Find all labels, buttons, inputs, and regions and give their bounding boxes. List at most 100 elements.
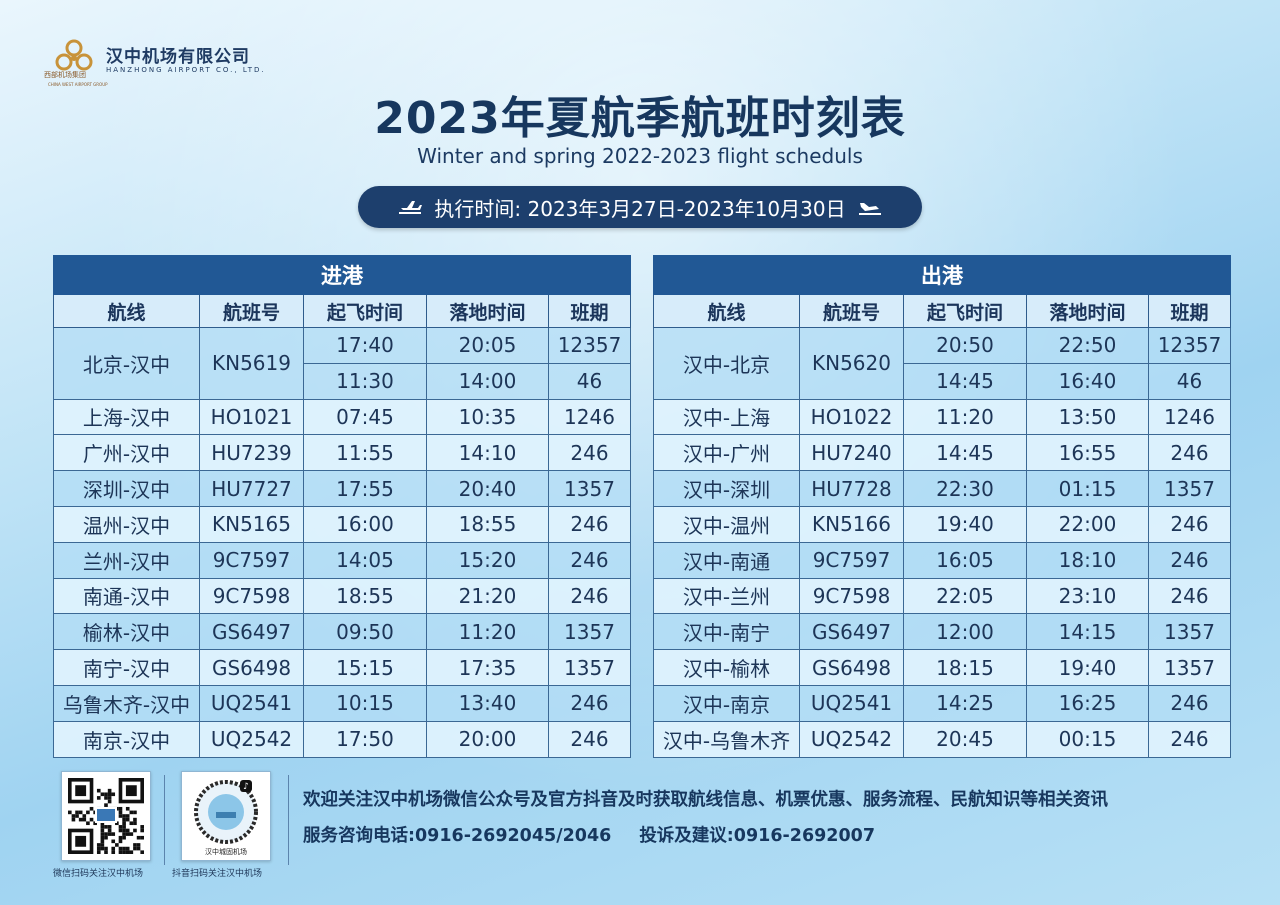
arrival-time-cell: 13:40	[426, 684, 549, 722]
service-phone: 服务咨询电话:0916-2692045/2046	[303, 826, 612, 846]
days-cell: 246	[1148, 720, 1231, 758]
days-cell: 1246	[1148, 398, 1231, 436]
table-row: 汉中-上海 HO1022 11:20 13:50 1246	[653, 398, 1231, 436]
departure-time-cell: 17:40	[303, 327, 427, 364]
douyin-qr-icon: ♪ 汉中城固机场	[194, 780, 258, 856]
days-cell: 246	[548, 577, 631, 615]
flight-number-cell: GS6497	[199, 613, 304, 651]
table-row: 汉中-乌鲁木齐 UQ2542 20:45 00:15 246	[653, 720, 1231, 758]
arrival-time-cell: 21:20	[426, 577, 549, 615]
departure-time-cell: 16:00	[303, 505, 427, 543]
header-arrival-time: 落地时间	[1026, 294, 1149, 328]
departure-time-cell: 22:30	[903, 470, 1027, 507]
arrival-time-cell: 16:25	[1026, 684, 1149, 722]
flight-number-cell: HU7240	[799, 434, 904, 472]
table-row: 乌鲁木齐-汉中 UQ2541 10:15 13:40 246	[53, 684, 631, 722]
douyin-qr-code[interactable]: ♪ 汉中城固机场	[181, 771, 271, 861]
flight-number-cell: UQ2541	[799, 684, 904, 722]
route-cell: 汉中-南宁	[653, 613, 800, 651]
flight-number-cell: HU7239	[199, 434, 304, 472]
flight-number-cell: HU7727	[199, 470, 304, 507]
route-cell: 汉中-温州	[653, 505, 800, 543]
departure-time-cell: 18:15	[903, 649, 1027, 686]
effective-period-text: 执行时间: 2023年3月27日-2023年10月30日	[434, 196, 846, 221]
table-row: 温州-汉中 KN5165 16:00 18:55 246	[53, 505, 631, 543]
flight-number-cell: 9C7598	[799, 577, 904, 615]
route-cell: 汉中-乌鲁木齐	[653, 720, 800, 758]
page-subtitle: Winter and spring 2022-2023 flight sched…	[417, 144, 863, 168]
route-cell: 上海-汉中	[53, 398, 200, 436]
flight-number-cell: KN5620	[799, 327, 904, 400]
departure-time-cell: 22:05	[903, 577, 1027, 615]
days-cell: 246	[1148, 434, 1231, 472]
header-flight-number: 航班号	[199, 294, 304, 328]
arrival-time-cell: 00:15	[1026, 720, 1149, 758]
days-cell: 246	[548, 684, 631, 722]
days-cell: 12357	[1148, 327, 1231, 364]
arrival-time-cell: 18:55	[426, 505, 549, 543]
route-cell: 汉中-广州	[653, 434, 800, 472]
departure-time-cell: 11:55	[303, 434, 427, 472]
wechat-qr-code[interactable]	[61, 771, 151, 861]
arrival-time-cell: 14:15	[1026, 613, 1149, 651]
days-cell: 246	[1148, 577, 1231, 615]
header-route: 航线	[53, 294, 200, 328]
days-cell: 1246	[548, 398, 631, 436]
days-cell: 46	[1148, 362, 1231, 400]
route-cell: 榆林-汉中	[53, 613, 200, 651]
effective-period-banner: 执行时间: 2023年3月27日-2023年10月30日	[358, 186, 922, 228]
route-cell: 汉中-榆林	[653, 649, 800, 686]
table-row: 上海-汉中 HO1021 07:45 10:35 1246	[53, 398, 631, 436]
days-cell: 46	[548, 362, 631, 400]
table-row: 南京-汉中 UQ2542 17:50 20:00 246	[53, 720, 631, 758]
arrival-time-cell: 14:10	[426, 434, 549, 472]
flight-number-cell: UQ2542	[799, 720, 904, 758]
route-cell: 汉中-南通	[653, 541, 800, 579]
departure-time-cell: 17:50	[303, 720, 427, 758]
flight-number-cell: HU7728	[799, 470, 904, 507]
table-row: 榆林-汉中 GS6497 09:50 11:20 1357	[53, 613, 631, 651]
arrival-time-cell: 14:00	[426, 362, 549, 400]
departure-time-cell: 11:30	[303, 362, 427, 400]
table-row: 汉中-南京 UQ2541 14:25 16:25 246	[653, 684, 1231, 722]
days-cell: 246	[1148, 505, 1231, 543]
days-cell: 1357	[548, 649, 631, 686]
douyin-inner-label: 汉中城固机场	[205, 847, 247, 856]
arrival-time-cell: 15:20	[426, 541, 549, 579]
departure-time-cell: 14:45	[903, 362, 1027, 400]
route-cell: 南京-汉中	[53, 720, 200, 758]
footer-info-text: 欢迎关注汉中机场微信公众号及官方抖音及时获取航线信息、机票优惠、服务流程、民航知…	[303, 790, 1108, 810]
arrivals-table: 进港 航线 航班号 起飞时间 落地时间 班期 北京-汉中 KN5619 17:40 2…	[53, 255, 631, 758]
table-row: 深圳-汉中 HU7727 17:55 20:40 1357	[53, 470, 631, 507]
table-row: 南通-汉中 9C7598 18:55 21:20 246	[53, 577, 631, 615]
route-cell: 乌鲁木齐-汉中	[53, 684, 200, 722]
days-cell: 246	[1148, 684, 1231, 722]
header-departure-time: 起飞时间	[903, 294, 1027, 328]
landing-plane-icon	[858, 203, 881, 215]
flight-number-cell: GS6498	[199, 649, 304, 686]
departure-time-cell: 15:15	[303, 649, 427, 686]
table-row: 汉中-榆林 GS6498 18:15 19:40 1357	[653, 649, 1231, 686]
route-cell: 温州-汉中	[53, 505, 200, 543]
arrival-time-cell: 22:00	[1026, 505, 1149, 543]
table-row: 汉中-广州 HU7240 14:45 16:55 246	[653, 434, 1231, 472]
arrivals-caption: 进港	[53, 255, 631, 295]
arrival-time-cell: 20:40	[426, 470, 549, 507]
departure-time-cell: 07:45	[303, 398, 427, 436]
table-row: 汉中-温州 KN5166 19:40 22:00 246	[653, 505, 1231, 543]
days-cell: 246	[1148, 541, 1231, 579]
route-cell: 汉中-北京	[653, 327, 800, 400]
days-cell: 12357	[548, 327, 631, 364]
route-cell: 深圳-汉中	[53, 470, 200, 507]
route-cell: 北京-汉中	[53, 327, 200, 400]
company-logo: 汉中机场有限公司 HANZHONG AIRPORT CO., LTD. 西部机场…	[44, 36, 284, 96]
departure-time-cell: 20:45	[903, 720, 1027, 758]
days-cell: 1357	[1148, 613, 1231, 651]
departure-time-cell: 20:50	[903, 327, 1027, 364]
arrival-time-cell: 23:10	[1026, 577, 1149, 615]
flight-number-cell: HO1021	[199, 398, 304, 436]
header-route: 航线	[653, 294, 800, 328]
route-cell: 汉中-深圳	[653, 470, 800, 507]
route-cell: 汉中-上海	[653, 398, 800, 436]
days-cell: 246	[548, 434, 631, 472]
